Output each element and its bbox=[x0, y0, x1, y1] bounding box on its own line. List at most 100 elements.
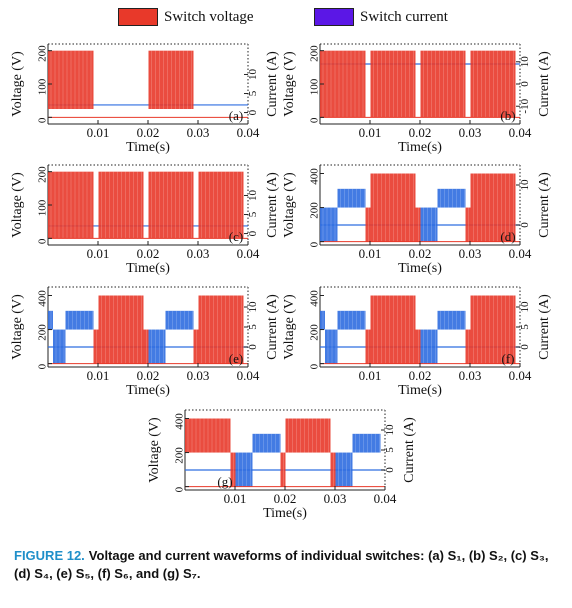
x-tick-label: 0.02 bbox=[409, 368, 432, 383]
panel-f: 0.01 0.02 0.03 0.04 Time(s) 0 200 400 Voltage (V… bbox=[282, 286, 552, 398]
voltage-block bbox=[337, 188, 366, 208]
y-axis-label-right: Current (A) bbox=[537, 294, 552, 360]
voltage-block bbox=[185, 418, 231, 453]
voltage-block bbox=[193, 329, 199, 364]
voltage-block bbox=[285, 418, 331, 453]
y-tick-label-right: 5 bbox=[384, 447, 396, 453]
y-tick-label-right: 5 bbox=[247, 211, 259, 217]
y-tick-label-right: -10 bbox=[519, 98, 531, 113]
voltage-block bbox=[470, 295, 516, 364]
y-axis-label-left: Voltage (V) bbox=[10, 51, 25, 117]
y-axis-label-right: Current (A) bbox=[402, 417, 417, 483]
panel-e: 0.01 0.02 0.03 0.04 Time(s) 0 200 400 Voltage (V… bbox=[10, 286, 280, 398]
voltage-block bbox=[98, 171, 144, 239]
y-tick-label-right: 0 bbox=[519, 81, 531, 87]
panel-label: (b) bbox=[500, 108, 515, 123]
voltage-block bbox=[415, 329, 421, 364]
voltage-block bbox=[98, 295, 144, 364]
y-axis-label-right: Current (A) bbox=[537, 172, 552, 238]
voltage-block bbox=[337, 310, 366, 330]
voltage-block bbox=[320, 207, 338, 242]
x-tick-label: 0.01 bbox=[87, 246, 110, 261]
y-axis-label-right: Current (A) bbox=[265, 294, 280, 360]
y-tick-label-right: 0 bbox=[519, 222, 531, 228]
x-tick-label: 0.01 bbox=[359, 125, 382, 140]
x-tick-label: 0.04 bbox=[509, 125, 532, 140]
x-tick-label: 0.02 bbox=[137, 368, 160, 383]
x-tick-label: 0.01 bbox=[87, 125, 110, 140]
y-tick-label-left: 200 bbox=[309, 324, 321, 341]
voltage-block bbox=[365, 207, 371, 242]
y-tick-label-right: 10 bbox=[384, 424, 396, 436]
caption-label: FIGURE 12. bbox=[14, 548, 85, 563]
voltage-block bbox=[148, 329, 166, 364]
x-tick-label: 0.03 bbox=[187, 368, 210, 383]
x-tick-label: 0.02 bbox=[274, 491, 297, 506]
panel-g: 0.01 0.02 0.03 0.04 Time(s) 0 200 400 Voltage (V… bbox=[147, 409, 417, 521]
voltage-block bbox=[437, 310, 466, 330]
voltage-block bbox=[415, 207, 421, 242]
x-tick-label: 0.03 bbox=[324, 491, 347, 506]
y-tick-label-left: 100 bbox=[37, 199, 49, 216]
x-tick-label: 0.04 bbox=[509, 368, 532, 383]
voltage-block bbox=[365, 329, 371, 364]
x-tick-label: 0.02 bbox=[409, 246, 432, 261]
y-axis-label-right: Current (A) bbox=[537, 51, 552, 117]
voltage-block bbox=[280, 452, 286, 487]
x-axis-label: Time(s) bbox=[126, 383, 170, 398]
y-axis-label-left: Voltage (V) bbox=[282, 172, 297, 238]
voltage-block bbox=[470, 173, 516, 242]
y-tick-label-right: 0 bbox=[247, 230, 259, 236]
y-tick-label-left: 0 bbox=[309, 117, 321, 123]
x-tick-label: 0.04 bbox=[237, 246, 260, 261]
y-tick-label-left: 400 bbox=[309, 290, 321, 307]
y-tick-label-right: 10 bbox=[519, 179, 531, 191]
panel-label: (c) bbox=[229, 229, 243, 244]
y-tick-label-left: 200 bbox=[309, 45, 321, 62]
x-axis-label: Time(s) bbox=[398, 261, 442, 276]
voltage-block bbox=[252, 433, 281, 453]
y-tick-label-left: 400 bbox=[174, 413, 186, 430]
legend-swatch-current bbox=[314, 8, 354, 26]
voltage-block bbox=[370, 50, 416, 118]
y-axis-label-right: Current (A) bbox=[265, 172, 280, 238]
y-tick-label-left: 200 bbox=[174, 447, 186, 464]
voltage-block bbox=[165, 310, 194, 330]
voltage-block bbox=[420, 329, 438, 364]
y-tick-label-left: 0 bbox=[37, 363, 49, 369]
y-tick-label-left: 200 bbox=[37, 166, 49, 183]
voltage-block bbox=[198, 171, 244, 239]
voltage-block bbox=[235, 452, 253, 487]
y-tick-label-left: 100 bbox=[309, 78, 321, 95]
voltage-block bbox=[93, 329, 99, 364]
y-tick-label-right: 10 bbox=[247, 68, 259, 80]
voltage-block bbox=[370, 173, 416, 242]
voltage-block bbox=[465, 329, 471, 364]
y-tick-label-left: 100 bbox=[37, 78, 49, 95]
y-tick-label-right: 5 bbox=[519, 324, 531, 330]
voltage-block bbox=[53, 329, 66, 364]
y-axis-label-left: Voltage (V) bbox=[10, 294, 25, 360]
legend-label-current: Switch current bbox=[360, 8, 448, 25]
figure-legend: Switch voltage Switch current bbox=[0, 8, 572, 30]
x-tick-label: 0.02 bbox=[137, 125, 160, 140]
caption-text: Voltage and current waveforms of individ… bbox=[14, 548, 549, 581]
voltage-block bbox=[143, 329, 149, 364]
y-tick-label-right: 0 bbox=[384, 467, 396, 473]
voltage-block bbox=[48, 310, 53, 330]
figure-caption: FIGURE 12. Voltage and current waveforms … bbox=[14, 547, 564, 583]
x-tick-label: 0.01 bbox=[359, 246, 382, 261]
x-axis-label: Time(s) bbox=[398, 140, 442, 155]
panel-label: (g) bbox=[217, 474, 232, 489]
legend-item-voltage: Switch voltage bbox=[118, 8, 254, 26]
x-tick-label: 0.01 bbox=[359, 368, 382, 383]
y-axis-label-right: Current (A) bbox=[265, 51, 280, 117]
y-tick-label-right: 10 bbox=[247, 301, 259, 313]
y-tick-label-left: 0 bbox=[174, 486, 186, 492]
voltage-block bbox=[352, 433, 381, 453]
y-tick-label-left: 200 bbox=[37, 324, 49, 341]
x-axis-label: Time(s) bbox=[126, 261, 170, 276]
